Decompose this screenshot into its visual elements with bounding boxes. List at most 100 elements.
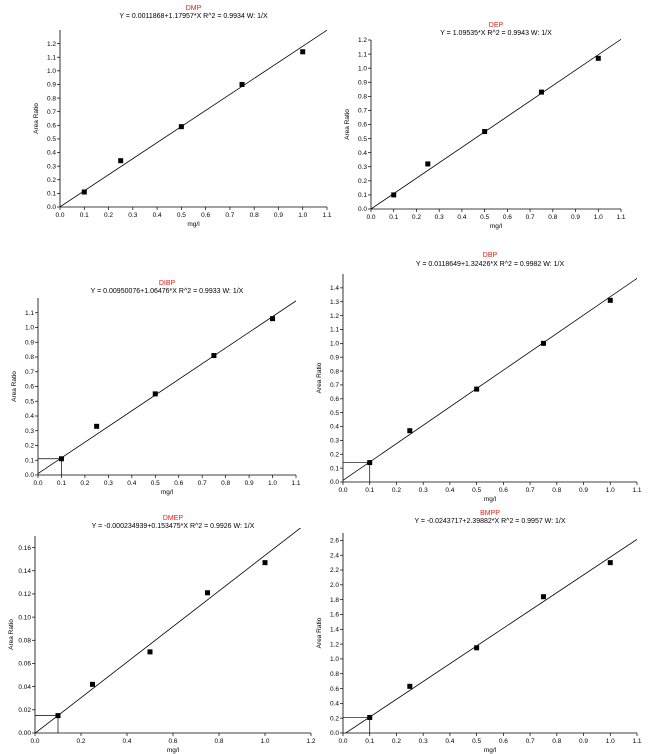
x-tick-label: 0.8 xyxy=(250,212,259,219)
x-tick-label: 0.9 xyxy=(579,738,588,745)
x-tick-label: 1.1 xyxy=(632,487,641,494)
x-tick-label: 0.7 xyxy=(198,480,207,487)
y-tick-label: 2.6 xyxy=(330,538,339,545)
y-tick-label: 0.8 xyxy=(358,94,367,101)
y-axis-label: Area Ratio xyxy=(316,362,323,393)
chart-equation: Y = -0.000234939+0.153475*X R^2 = 0.9926… xyxy=(92,523,255,530)
y-tick-label: 0.4 xyxy=(358,150,367,157)
y-tick-label: 2.4 xyxy=(330,552,339,559)
y-tick-label: 1.0 xyxy=(330,656,339,663)
x-tick-label: 1.0 xyxy=(594,214,603,221)
y-tick-label: 1.0 xyxy=(47,68,56,75)
y-axis-label: Area Ratio xyxy=(33,103,40,134)
x-tick-label: 1.2 xyxy=(306,738,315,745)
x-tick-label: 0.4 xyxy=(153,212,162,219)
y-tick-label: 1.4 xyxy=(330,285,339,292)
y-tick-label: 0.6 xyxy=(25,384,34,391)
y-tick-label: 1.8 xyxy=(330,597,339,604)
data-point xyxy=(595,55,601,61)
x-tick-label: 0.3 xyxy=(435,214,444,221)
regression-line xyxy=(343,277,637,481)
data-point xyxy=(270,316,276,322)
y-tick-label: 0.2 xyxy=(330,451,339,458)
x-tick-label: 1.1 xyxy=(291,480,300,487)
x-tick-label: 0.9 xyxy=(579,487,588,494)
x-tick-label: 0.8 xyxy=(552,738,561,745)
x-axis-label: mg/l xyxy=(167,747,180,754)
y-tick-label: 0.14 xyxy=(18,568,31,575)
x-tick-label: 0.8 xyxy=(552,487,561,494)
y-axis-label: Area Ratio xyxy=(8,619,15,650)
y-tick-label: 0.5 xyxy=(330,410,339,417)
y-tick-label: 1.1 xyxy=(47,54,56,61)
x-tick-label: 0.7 xyxy=(225,212,234,219)
x-tick-label: 0.2 xyxy=(392,738,401,745)
regression-line xyxy=(371,38,621,209)
y-tick-label: 0.1 xyxy=(47,191,56,198)
x-tick-label: 1.1 xyxy=(322,212,331,219)
x-tick-label: 0.8 xyxy=(221,480,230,487)
data-point xyxy=(118,158,124,164)
x-axis-label: mg/l xyxy=(484,496,497,503)
x-tick-label: 1.0 xyxy=(298,212,307,219)
chart-dbp: DBP Y = 0.0118649+1.32426*X R^2 = 0.9982 … xyxy=(316,252,642,503)
data-point xyxy=(540,340,546,346)
x-tick-label: 1.1 xyxy=(632,738,641,745)
regression-line xyxy=(38,300,296,474)
x-tick-label: 1.0 xyxy=(606,487,615,494)
y-tick-label: 0.9 xyxy=(47,82,56,89)
chart-equation: Y = 0.0118649+1.32426*X R^2 = 0.9982 W: … xyxy=(416,261,565,268)
y-tick-label: 1.1 xyxy=(358,51,367,58)
y-tick-label: 1.1 xyxy=(330,327,339,334)
x-tick-label: 1.0 xyxy=(606,738,615,745)
y-tick-label: 0.0 xyxy=(330,479,339,486)
y-tick-label: 2.2 xyxy=(330,567,339,574)
y-tick-label: 1.2 xyxy=(330,641,339,648)
y-tick-label: 0.2 xyxy=(47,177,56,184)
data-point xyxy=(367,714,373,720)
y-tick-label: 1.0 xyxy=(25,325,34,332)
data-point xyxy=(425,161,431,167)
y-tick-label: 0.00 xyxy=(18,730,31,737)
y-tick-label: 0.3 xyxy=(358,164,367,171)
chart-title: DEP xyxy=(489,22,504,29)
y-tick-label: 0.8 xyxy=(330,368,339,375)
y-tick-label: 0.5 xyxy=(358,136,367,143)
y-tick-label: 0.3 xyxy=(47,163,56,170)
x-tick-label: 0.2 xyxy=(392,487,401,494)
y-tick-label: 1.2 xyxy=(358,37,367,44)
y-tick-label: 0.04 xyxy=(18,684,31,691)
y-tick-label: 0.4 xyxy=(47,150,56,157)
x-tick-label: 0.0 xyxy=(33,480,42,487)
y-tick-label: 0.3 xyxy=(25,428,34,435)
chart-title: DMEP xyxy=(163,515,184,522)
data-point xyxy=(407,428,413,434)
x-tick-label: 0.6 xyxy=(499,487,508,494)
x-tick-label: 0.1 xyxy=(365,487,374,494)
x-axis-label: mg/l xyxy=(187,221,200,228)
y-tick-label: 0.5 xyxy=(47,136,56,143)
y-tick-label: 0.0 xyxy=(358,206,367,213)
y-tick-label: 0.1 xyxy=(358,192,367,199)
x-tick-label: 0.1 xyxy=(80,212,89,219)
chart-equation: Y = 0.0011868+1.17957*X R^2 = 0.9934 W: … xyxy=(119,13,268,20)
data-point xyxy=(607,560,613,566)
data-point xyxy=(482,129,488,135)
x-tick-label: 0.5 xyxy=(480,214,489,221)
y-tick-label: 0.0 xyxy=(47,204,56,211)
data-point xyxy=(540,594,546,600)
x-tick-label: 0.5 xyxy=(151,480,160,487)
y-tick-label: 2.0 xyxy=(330,582,339,589)
x-axis-label: mg/l xyxy=(484,747,497,754)
y-tick-label: 0.9 xyxy=(358,79,367,86)
y-tick-label: 0.8 xyxy=(25,354,34,361)
y-tick-label: 0.2 xyxy=(25,443,34,450)
y-axis-label: Area Ratio xyxy=(11,371,18,402)
y-axis-label: Area Ratio xyxy=(344,109,351,140)
x-tick-label: 0.7 xyxy=(526,738,535,745)
x-tick-label: 0.6 xyxy=(174,480,183,487)
regression-line xyxy=(344,538,637,733)
x-tick-label: 1.0 xyxy=(268,480,277,487)
